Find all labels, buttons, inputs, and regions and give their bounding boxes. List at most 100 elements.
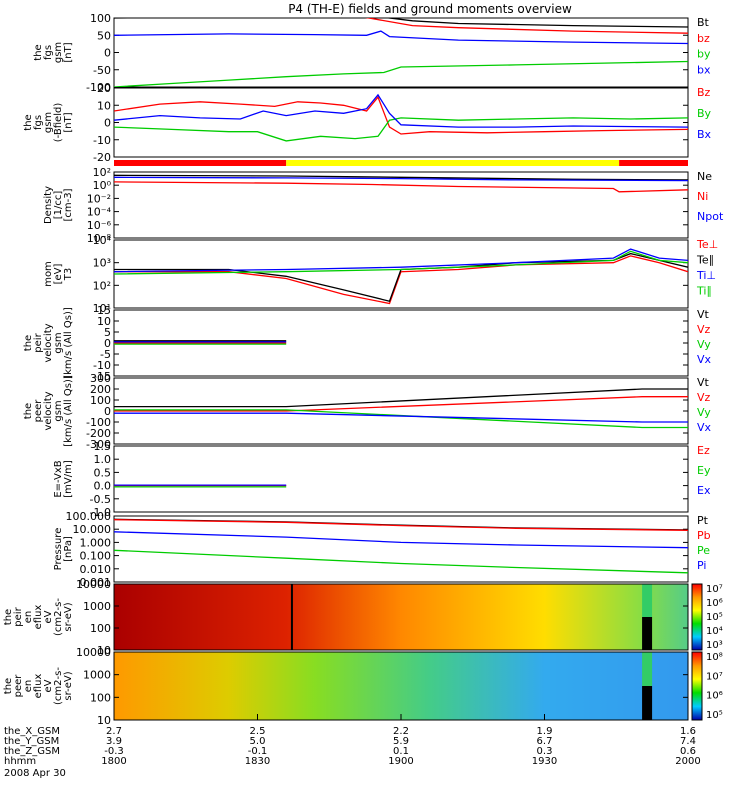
legend-entry: Ey <box>697 464 711 477</box>
xaxis-row-label: the_X_GSM <box>4 726 60 737</box>
panel-8: Pressure[nPa] 100.00010.0001.0000.1000.01… <box>53 510 711 589</box>
legend-entry: Ex <box>697 484 711 497</box>
ytick-label: 10000 <box>76 646 111 659</box>
panel-10: thepeerenefluxeV(cm2-s-sr-eV) 10⁸ 10⁷ 10⁶ 10… <box>3 646 723 727</box>
legend-entry: Bz <box>697 86 711 99</box>
legend-entry: bx <box>697 63 711 76</box>
ytick-label: -0.5 <box>90 493 111 506</box>
ytick-label: 10⁴ <box>93 234 112 247</box>
ytick-label: 10² <box>93 279 111 292</box>
xtick-label: 6.7 <box>537 736 553 747</box>
ytick-label: 200 <box>90 383 111 396</box>
xtick-label: 7.4 <box>680 736 696 747</box>
xtick-label: 5.9 <box>393 736 409 747</box>
ytick-label: 10¹ <box>93 302 111 315</box>
ylabel-line: gsm <box>53 332 64 353</box>
legend-entry: Vx <box>697 353 712 366</box>
series-line <box>365 18 688 34</box>
legend-entry: bz <box>697 32 710 45</box>
ylabel-line: the <box>3 609 14 625</box>
panel-frame <box>113 515 689 583</box>
panel-frame <box>113 445 689 513</box>
legend-entry: Bt <box>697 16 710 29</box>
panel-2: thefgsgsm(-Bfield)[nT] 20 10 0 -10 -20 Bz By Bx <box>23 82 712 164</box>
ylabel-line: peir <box>33 332 44 352</box>
series-line <box>114 388 688 408</box>
ylabel-line: [km/s (All Qs)] <box>63 375 74 447</box>
xtick-label: 0.3 <box>537 746 553 757</box>
ylabel-line: eV <box>43 679 54 692</box>
legend-entry: Bx <box>697 128 712 141</box>
legend-entry: Te⊥ <box>696 238 718 251</box>
ylabel-line: Density <box>43 186 54 224</box>
ylabel-line: sr-eV) <box>63 602 74 631</box>
ylabel-line: Pressure <box>53 528 64 571</box>
x-axis-labels: the_X_GSMthe_Y_GSMthe_Z_GSMhhmm2.73.9-0.… <box>4 714 701 779</box>
ylabel-line: fgs <box>43 45 54 60</box>
series-line <box>114 396 688 412</box>
xaxis-row-label: the_Y_GSM <box>4 736 59 747</box>
legend-entry: Pt <box>697 514 709 527</box>
panel-6: thepeervelocitygsm[km/s (All Qs)] 3002001… <box>23 372 712 451</box>
legend-entry: By <box>697 107 712 120</box>
series-line <box>114 531 688 549</box>
ytick-label: -50 <box>93 64 111 77</box>
ytick-label: 1.0 <box>94 453 112 466</box>
legend-entry: Vx <box>697 421 712 434</box>
ytick-label: -100 <box>86 81 111 94</box>
ytick-label: 0 <box>104 47 111 60</box>
panel-5: thepeirvelocitygsm[km/s (All Qs)] 151050-… <box>23 304 712 383</box>
ytick-label: 0 <box>104 117 111 130</box>
panel-ylabel: thepeerenefluxeV(cm2-s-sr-eV) <box>3 667 74 705</box>
ytick-label: 50 <box>97 29 111 42</box>
ytick-label: 20 <box>97 82 111 95</box>
ytick-label: 10.000 <box>73 523 112 536</box>
ylabel-line: (-Bfield) <box>53 103 64 143</box>
figure-title: P4 (TH-E) fields and ground moments over… <box>288 2 572 16</box>
ylabel-line: [nT] <box>63 112 74 132</box>
legend-entry: Ez <box>697 444 710 457</box>
series-line <box>114 93 688 128</box>
series-line <box>114 117 688 142</box>
legend-entry: Ti⊥ <box>696 269 716 282</box>
ylabel-line: [1/cc] <box>53 191 64 220</box>
xtick-label: 2.2 <box>393 726 409 737</box>
panel-7: E=-VxB[mV/m] 1.51.00.50.0-0.5-1.0 Ez Ey Ex <box>53 440 711 519</box>
mode-bar-segment <box>619 160 688 166</box>
ytick-label: 0.0 <box>94 480 112 493</box>
ytick-label: 10000 <box>76 578 111 591</box>
legend-entry: Ne <box>697 170 712 183</box>
panel-ylabel: thepeirvelocitygsm[km/s (All Qs)] <box>23 307 74 379</box>
series-line <box>114 248 688 273</box>
panels: thefgsgsm[nT]100500-50-100Btbzbybxthefgs… <box>3 12 724 727</box>
xtick-label: 5.0 <box>250 736 266 747</box>
legend-entry: Vz <box>697 323 711 336</box>
panel-ylabel: thefgsgsm(-Bfield)[nT] <box>23 103 74 143</box>
ylabel-line: the <box>3 678 14 694</box>
colorbar-tick-label: 10⁶ <box>706 691 723 702</box>
ytick-label: 10² <box>93 166 111 179</box>
xtick-label: 2.7 <box>106 726 122 737</box>
panel-ylabel: thepeervelocitygsm[km/s (All Qs)] <box>23 375 74 447</box>
mode-bar <box>114 160 688 166</box>
ytick-label: 10⁻⁶ <box>87 219 112 232</box>
ytick-label: -1.0 <box>90 506 111 519</box>
series-line <box>114 519 688 531</box>
panel-ylabel: E=-VxB[mV/m] <box>53 460 74 498</box>
ytick-label: 1.5 <box>94 440 112 453</box>
colorbar-tick-label: 10⁵ <box>706 710 723 721</box>
xtick-label: 2000 <box>675 756 700 767</box>
ytick-label: 100 <box>90 622 111 635</box>
ytick-label: 15 <box>97 304 111 317</box>
colorbar <box>691 583 703 651</box>
ytick-label: -15 <box>93 370 111 383</box>
colorbar-tick-label: 10⁷ <box>706 584 723 595</box>
ytick-label: -10 <box>93 134 111 147</box>
ylabel-line: gsm <box>53 42 64 63</box>
legend-entry: Vz <box>697 391 711 404</box>
ylabel-line: (cm2-s- <box>53 598 64 636</box>
ytick-label: 0.010 <box>80 563 112 576</box>
legend-entry: Npot <box>697 210 724 223</box>
ylabel-line: E=-VxB <box>53 460 64 497</box>
ylabel-line: sr-eV) <box>63 671 74 700</box>
